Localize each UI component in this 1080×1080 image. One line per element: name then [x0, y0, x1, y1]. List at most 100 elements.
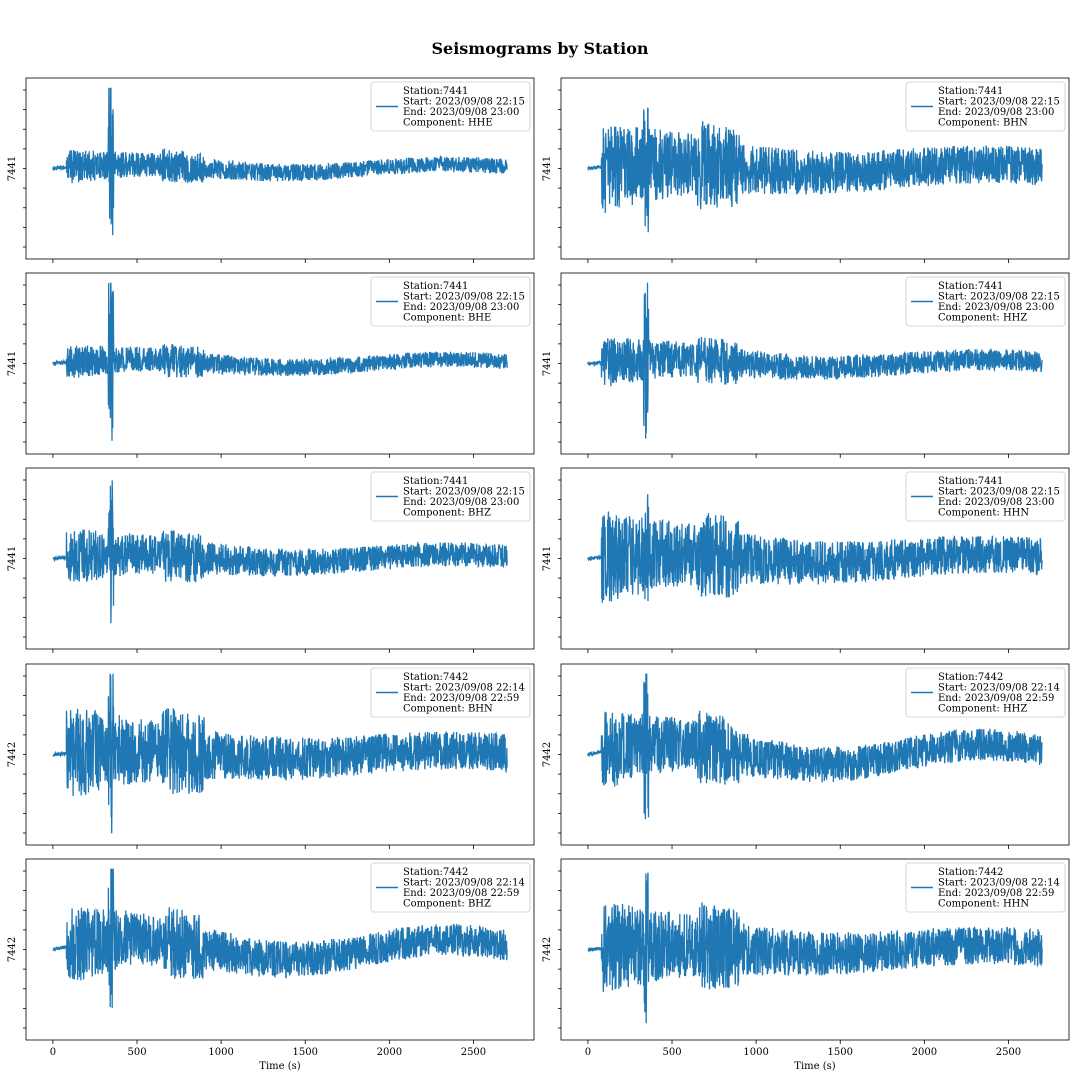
x-tick-label: 2500 [461, 1047, 486, 1058]
figure-title: Seismograms by Station [431, 39, 648, 58]
legend-text: Component: BHN [403, 704, 493, 715]
waveform-line [587, 872, 1043, 1024]
y-axis-label: 7441 [542, 546, 553, 571]
legend-box [905, 81, 1066, 132]
legend-text: Station:7441 [938, 281, 1003, 292]
legend-text: Start: 2023/09/08 22:14 [938, 878, 1060, 889]
legend-text: End: 2023/09/08 23:00 [938, 302, 1054, 313]
x-tick-label: 2000 [377, 1047, 402, 1058]
x-tick-label: 1500 [293, 1047, 318, 1058]
subplot: 0 500 1000 1500 2000 2500 Time (s) 7442 Station:… [7, 858, 535, 1072]
legend-text: Start: 2023/09/08 22:15 [938, 97, 1060, 108]
legend-text: End: 2023/09/08 22:59 [938, 693, 1054, 704]
y-axis-label: 7442 [542, 937, 553, 962]
waveform-line [52, 282, 508, 441]
legend-text: End: 2023/09/08 23:00 [938, 107, 1054, 118]
waveform-line [52, 673, 508, 834]
legend-text: Start: 2023/09/08 22:14 [403, 683, 525, 694]
y-axis-label: 7442 [7, 742, 18, 767]
legend-text: Component: HHE [403, 118, 493, 129]
waveform-line [587, 282, 1043, 439]
waveform-line [587, 673, 1043, 820]
subplot: 0 500 1000 1500 2000 2500 Time (s) 7442 Station:… [542, 858, 1070, 1072]
legend-text: Start: 2023/09/08 22:15 [403, 97, 525, 108]
legend-text: Start: 2023/09/08 22:15 [403, 292, 525, 303]
x-tick-label: 2000 [912, 1047, 937, 1058]
legend-text: End: 2023/09/08 23:00 [403, 107, 519, 118]
y-axis-label: 7441 [7, 546, 18, 571]
waveform-line [587, 494, 1043, 603]
waveform-line [52, 87, 508, 236]
legend-text: Component: HHN [938, 899, 1029, 910]
legend-text: End: 2023/09/08 23:00 [403, 497, 519, 508]
legend-text: Component: BHE [403, 313, 491, 324]
legend-text: Station:7441 [403, 86, 468, 97]
x-tick-label: 0 [50, 1047, 56, 1058]
legend-text: Start: 2023/09/08 22:14 [403, 878, 525, 889]
legend-text: Station:7441 [403, 281, 468, 292]
legend-text: Component: BHZ [403, 899, 491, 910]
legend-text: Component: BHN [938, 118, 1028, 129]
waveform-line [52, 480, 508, 624]
legend-text: Component: HHN [938, 508, 1029, 519]
y-axis-label: 7441 [542, 351, 553, 376]
legend-text: Station:7442 [403, 672, 468, 683]
x-tick-label: 500 [662, 1047, 681, 1058]
y-axis-label: 7441 [7, 351, 18, 376]
legend-box [905, 862, 1066, 913]
y-axis-label: 7441 [542, 156, 553, 181]
legend-text: Component: HHZ [938, 704, 1027, 715]
legend-text: Station:7441 [403, 476, 468, 487]
legend-box [370, 471, 531, 522]
legend-box [370, 81, 531, 132]
x-tick-label: 1000 [743, 1047, 768, 1058]
legend-text: Component: BHZ [403, 508, 491, 519]
waveform-line [587, 107, 1043, 233]
y-axis-label: 7442 [7, 937, 18, 962]
legend-box [370, 276, 531, 327]
legend-text: Station:7442 [403, 867, 468, 878]
y-axis-label: 7442 [542, 742, 553, 767]
legend-box [370, 862, 531, 913]
x-tick-label: 500 [127, 1047, 146, 1058]
x-axis-label: Time (s) [259, 1061, 300, 1072]
legend-text: End: 2023/09/08 22:59 [403, 693, 519, 704]
waveform-line [52, 868, 508, 1008]
x-tick-label: 1000 [208, 1047, 233, 1058]
legend-text: Start: 2023/09/08 22:15 [403, 487, 525, 498]
x-tick-label: 0 [585, 1047, 591, 1058]
y-axis-label: 7441 [7, 156, 18, 181]
legend-text: Station:7442 [938, 672, 1003, 683]
legend-text: Start: 2023/09/08 22:15 [938, 292, 1060, 303]
x-tick-label: 2500 [996, 1047, 1021, 1058]
legend-box [905, 471, 1066, 522]
legend-text: Start: 2023/09/08 22:14 [938, 683, 1060, 694]
legend-text: End: 2023/09/08 22:59 [403, 888, 519, 899]
legend-box [370, 667, 531, 718]
legend-text: End: 2023/09/08 23:00 [938, 497, 1054, 508]
legend-box [905, 276, 1066, 327]
x-axis-label: Time (s) [794, 1061, 835, 1072]
legend-text: Station:7442 [938, 867, 1003, 878]
legend-text: End: 2023/09/08 23:00 [403, 302, 519, 313]
legend-text: Station:7441 [938, 86, 1003, 97]
x-tick-label: 1500 [828, 1047, 853, 1058]
